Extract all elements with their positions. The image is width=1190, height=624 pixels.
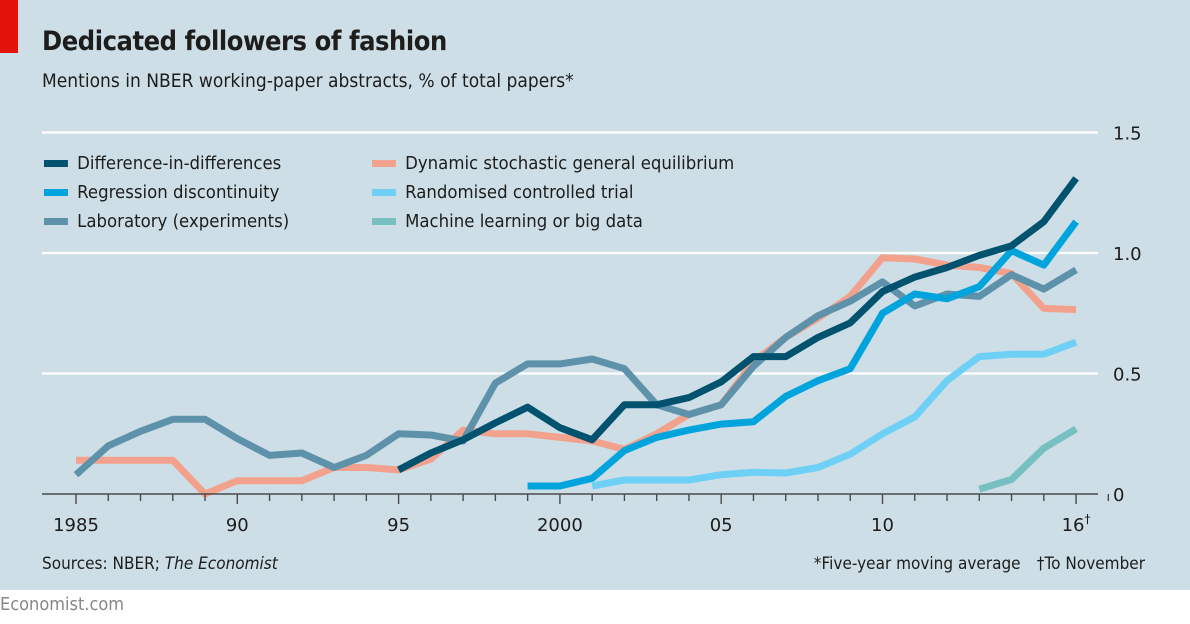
legend-label: Laboratory (experiments): [77, 211, 290, 232]
legend-swatch: [44, 159, 68, 167]
legend-swatch: [44, 188, 68, 196]
y-tick-label: 1.5: [1113, 124, 1142, 145]
legend-item: Regression discontinuity: [44, 181, 279, 205]
y-tick-label: 0.5: [1113, 365, 1142, 386]
x-tick-label: 10: [871, 515, 894, 536]
legend-label: Difference-in-differences: [77, 153, 282, 174]
y-axis-labels: 0 0.5 1.0 1.5: [1113, 124, 1142, 507]
series-line-randomised-controlled-trial: [591, 338, 1078, 490]
x-tick-label: 95: [387, 515, 410, 536]
y-tick-label: 0: [1113, 485, 1124, 506]
legend-label: Regression discontinuity: [77, 182, 280, 203]
x-tick-dagger: †: [1085, 512, 1091, 526]
x-tick-label: 2000: [537, 515, 583, 536]
legend-item: Laboratory (experiments): [44, 210, 289, 234]
brand-credit: Economist.com: [0, 594, 125, 615]
legend-item: Difference-in-differences: [44, 152, 281, 176]
source-note: Sources: NBER; The Economist: [42, 554, 278, 574]
legend-item: Dynamic stochastic general equilibrium: [372, 152, 734, 176]
legend-swatch: [372, 188, 396, 196]
legend-swatch: [372, 159, 396, 167]
x-tick-label: 1985: [53, 515, 99, 536]
series-line-regression-discontinuity: [527, 219, 1079, 490]
series-line-laboratory-experiments: [73, 266, 1078, 478]
legend-label: Machine learning or big data: [405, 211, 643, 232]
series-lines: [73, 176, 1079, 498]
legend-swatch: [372, 217, 396, 225]
legend-swatch: [44, 217, 68, 225]
source-prefix: Sources: NBER;: [42, 554, 165, 574]
legend-label: Dynamic stochastic general equilibrium: [405, 153, 735, 174]
x-tick-label: 05: [710, 515, 733, 536]
chart-subtitle: Mentions in NBER working-paper abstracts…: [42, 70, 574, 92]
footnotes: *Five-year moving average †To November: [798, 554, 1145, 574]
gridlines: [42, 131, 1098, 375]
y-tick-label: 1.0: [1113, 244, 1142, 265]
series-line-dynamic-stochastic-general-equilibrium: [76, 254, 1077, 498]
line-chart: 0 0.5 1.0 1.5 1985 90 95 2000 05 10 16†: [42, 124, 1142, 536]
series-line-machine-learning-or-big-data: [978, 425, 1078, 493]
chart-title: Dedicated followers of fashion: [42, 26, 447, 57]
footnote-moving-average: *Five-year moving average: [813, 554, 1021, 574]
red-corner-tag: [0, 0, 18, 53]
series-line-difference-in-differences: [396, 176, 1079, 474]
legend-item: Machine learning or big data: [372, 210, 643, 234]
footnote-november: †To November: [1036, 554, 1145, 574]
source-publication: The Economist: [164, 554, 278, 574]
legend-label: Randomised controlled trial: [405, 182, 634, 203]
x-axis: [42, 493, 1110, 504]
x-tick-label: 90: [226, 515, 249, 536]
x-tick-label: 16†: [1062, 512, 1091, 536]
legend-item: Randomised controlled trial: [372, 181, 633, 205]
x-axis-labels: 1985 90 95 2000 05 10 16†: [53, 512, 1090, 536]
